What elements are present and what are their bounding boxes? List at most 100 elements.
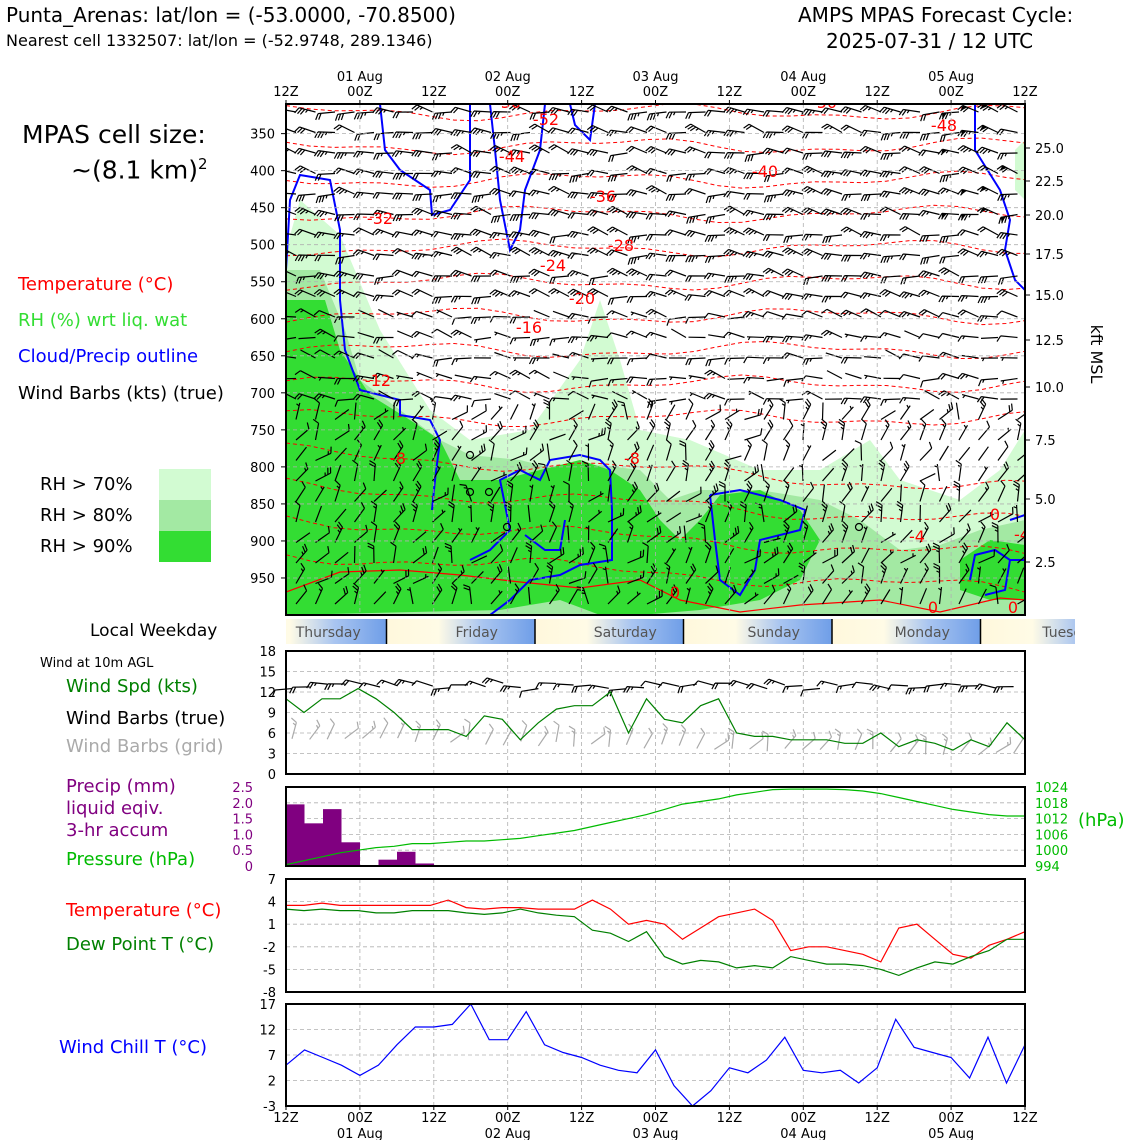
wind-barb	[782, 419, 794, 441]
bottom-date-label: 03 Aug	[632, 1127, 678, 1140]
wind-barb	[529, 336, 550, 347]
wind-barb	[955, 459, 962, 482]
wind-barb	[286, 109, 297, 113]
wind-barb	[880, 152, 901, 161]
wind-barb-true	[464, 680, 486, 688]
wind-barb	[378, 349, 394, 359]
wind-barb	[312, 418, 320, 441]
wind-barb	[840, 309, 862, 318]
wind-barb	[586, 169, 609, 177]
wind-barb	[744, 569, 756, 584]
wind-barb	[333, 232, 355, 240]
wind-barb	[920, 111, 940, 122]
wind-barb	[723, 459, 731, 482]
wind-barb	[977, 588, 987, 605]
wind-barb	[576, 586, 590, 605]
wind-barb-flag	[960, 105, 968, 111]
wind-barb	[918, 355, 940, 362]
wind-barb	[411, 172, 433, 180]
wind-barb	[508, 166, 531, 175]
wind-barb	[450, 144, 472, 154]
wind-barb-flag	[941, 213, 947, 220]
wind10m-label: Wind at 10m AGL	[40, 656, 154, 671]
wind-barb	[664, 418, 671, 441]
wind-barb	[393, 569, 410, 585]
wind-barb-grid	[919, 733, 927, 755]
wind-barb	[546, 562, 554, 584]
wind-barb	[799, 463, 804, 482]
wind-barb	[645, 167, 667, 175]
wind-barb-grid	[362, 720, 376, 739]
wind-barb	[724, 584, 737, 605]
wind-barb	[604, 418, 612, 441]
wind-barb	[802, 152, 823, 160]
wind-barb	[549, 583, 560, 605]
wind-barb	[411, 207, 433, 216]
wind-barb	[373, 569, 385, 584]
wind-barb	[860, 583, 871, 605]
wind-barb	[568, 547, 584, 564]
wind-barb	[294, 393, 316, 400]
wind-barb	[688, 375, 706, 380]
wind-barb	[353, 150, 375, 158]
wind-barb	[781, 352, 804, 359]
wind-barb	[510, 425, 527, 441]
temperature-label: -32	[367, 209, 393, 228]
wind-barb	[607, 357, 628, 365]
wind-barb-true	[763, 678, 786, 686]
rh90-region	[286, 300, 820, 615]
wind-barb	[724, 455, 742, 462]
wind-barb	[451, 527, 463, 543]
wind-barb	[367, 542, 375, 564]
wind-barb	[861, 503, 874, 523]
wind-barb	[294, 126, 316, 135]
legend-precip-1: Precip (mm)	[66, 776, 176, 797]
wind-barb	[430, 210, 453, 218]
wind-barb	[685, 357, 706, 366]
wind-barb	[900, 420, 912, 441]
wind-barb	[800, 422, 805, 441]
wind-barb	[548, 288, 570, 298]
wind-barb	[705, 483, 719, 502]
wind-barb	[378, 308, 394, 318]
wind-barb	[372, 294, 394, 302]
wind-barb	[469, 149, 492, 158]
wind-barb	[918, 289, 940, 298]
wind-barb	[840, 151, 862, 159]
wind-barb	[996, 164, 1018, 175]
height-tick-label: 7.5	[1035, 434, 1056, 449]
wind-barb	[645, 146, 667, 154]
wind-barb	[286, 336, 297, 340]
wind-barb	[372, 209, 394, 217]
wind-barb	[510, 447, 528, 462]
wind-barb	[585, 443, 590, 461]
wind-barb	[685, 398, 694, 420]
cycle-title: AMPS MPAS Forecast Cycle:	[798, 3, 1074, 27]
wind-barb	[1013, 504, 1019, 523]
wind-barb	[782, 542, 794, 564]
wind-barb	[899, 397, 921, 404]
wind-barb	[977, 104, 999, 113]
wind-barb-true	[657, 681, 680, 689]
wind-barb	[315, 446, 332, 462]
wind-barb	[899, 443, 906, 461]
wind-barb	[627, 505, 642, 523]
wind-barb	[762, 267, 784, 277]
wind-barb	[411, 229, 433, 237]
wind-barb	[553, 371, 570, 380]
wind-barb	[841, 193, 862, 202]
wind-barb	[938, 212, 960, 220]
wind-barb	[958, 563, 970, 584]
wind-barb	[841, 521, 849, 543]
wind-barb-grid	[414, 720, 422, 743]
wind-barb	[664, 229, 687, 236]
wind-barb	[900, 553, 916, 564]
wind-barb	[392, 521, 401, 543]
wind-barb	[723, 106, 745, 115]
wind-barb	[879, 206, 901, 216]
wind-barb	[430, 230, 453, 238]
wind-barb	[451, 445, 462, 461]
wind-barb	[450, 106, 472, 114]
wind-barb	[335, 254, 355, 265]
wind-barb	[840, 275, 862, 282]
